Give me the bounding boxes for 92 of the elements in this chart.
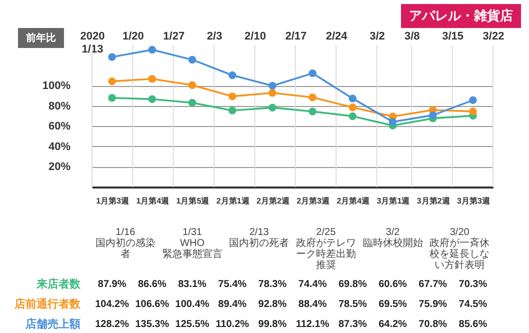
data-label: 87.9%	[98, 279, 126, 290]
x2-tick-label: 2020 1/13	[80, 30, 105, 56]
point	[148, 46, 156, 54]
data-label: 67.7%	[418, 279, 448, 290]
text: 店前通行者数	[14, 298, 82, 310]
x2-tick-label: 2/10	[244, 30, 266, 42]
y-tick-label: 100%	[42, 80, 71, 92]
data-label: 128.2%	[95, 319, 130, 330]
x-tick-label: 3月第2週	[416, 196, 451, 206]
data-label: 125.5%	[175, 319, 210, 330]
point	[148, 95, 156, 104]
text: 1/16 国内初の感染者	[95, 227, 156, 260]
x-tick-label: 2月第4週	[336, 196, 371, 206]
data-label: 86.6%	[138, 279, 166, 290]
chart-title: アパレル・雑貨店	[401, 4, 521, 28]
data-label: 74.5%	[458, 299, 488, 310]
data-label: 75.9%	[418, 299, 448, 310]
point	[308, 108, 316, 116]
x-tick-label: 2月第2週	[256, 196, 290, 206]
x2-tick-label: 1/27	[163, 30, 185, 42]
data-label: 88.4%	[298, 299, 327, 310]
text: 3/20 政府が一斉休校を延長しない方針表明	[428, 227, 490, 271]
x2-tick-label: 3/2	[370, 30, 385, 42]
point	[469, 108, 477, 116]
data-label: 75.4%	[218, 279, 247, 290]
x-tick-label: 2月第1週	[216, 196, 250, 206]
data-label: 92.8%	[258, 299, 287, 310]
point	[148, 75, 156, 83]
x-tick-label: 1月第5週	[176, 196, 210, 206]
point	[348, 94, 357, 102]
point	[228, 92, 236, 100]
data-label: 64.2%	[378, 319, 408, 330]
y-tick-label: 40%	[48, 140, 71, 153]
point	[308, 69, 316, 78]
x-tick-label: 3月第3週	[456, 196, 491, 206]
data-label: 106.6%	[135, 299, 170, 310]
point	[348, 112, 357, 120]
data-label: 87.3%	[338, 319, 367, 330]
data-label: 78.3%	[258, 279, 287, 290]
point	[228, 71, 236, 80]
x2-tick-label: 3/8	[404, 30, 420, 42]
data-label: 135.3%	[135, 319, 170, 330]
data-label: 110.2%	[216, 319, 250, 330]
data-label: 112.1%	[296, 319, 330, 330]
x-tick-label: 1月第4週	[136, 196, 170, 206]
text: 3/2 臨時休校開始	[362, 227, 423, 249]
data-label: 89.4%	[218, 299, 247, 310]
point	[268, 89, 276, 97]
data-label: 83.1%	[178, 279, 207, 290]
y-axis-title: 前年比	[18, 28, 64, 48]
text: 1/31 WHO 緊急事態宣言	[162, 227, 222, 260]
x2-tick-label: 2/17	[285, 30, 307, 42]
data-label: 70.8%	[418, 319, 448, 330]
data-label: 69.8%	[338, 279, 367, 290]
x2-tick-label: 1/20	[122, 30, 144, 42]
x-tick-label: 1月第3週	[96, 196, 130, 206]
data-label: 60.6%	[378, 279, 408, 290]
data-label: 69.5%	[378, 299, 408, 310]
point	[388, 118, 397, 126]
point	[188, 56, 196, 64]
point	[108, 94, 116, 102]
y-tick-label: 80%	[48, 100, 71, 112]
point	[188, 98, 196, 107]
data-label: 100.4%	[175, 299, 210, 310]
x2-tick-label: 3/15	[442, 30, 464, 42]
point	[108, 77, 116, 86]
data-label: 78.5%	[338, 299, 367, 310]
y-tick-label: 20%	[48, 161, 71, 174]
y-tick-label: 60%	[48, 120, 71, 133]
text: 2/25 政府がテレワーク時差出勤推奨	[296, 227, 356, 271]
text: 店舗売上額	[24, 318, 80, 330]
point	[228, 106, 236, 114]
point	[428, 111, 437, 120]
data-label: 104.2%	[95, 299, 130, 310]
x2-tick-label: 3/22	[482, 30, 504, 42]
point	[268, 82, 276, 90]
point	[469, 96, 477, 104]
point	[188, 81, 196, 90]
x-tick-label: 2月第3週	[296, 196, 330, 206]
data-label: 74.4%	[298, 279, 327, 290]
point	[108, 53, 116, 61]
point	[348, 104, 357, 112]
data-label: 85.6%	[458, 319, 488, 330]
x2-tick-label: 2/3	[206, 30, 222, 42]
point	[268, 104, 276, 112]
x2-tick-label: 2/24	[326, 30, 348, 42]
text: 2/13 国内初の死者	[229, 227, 290, 249]
data-label: 99.8%	[258, 319, 287, 330]
point	[308, 93, 316, 102]
x-tick-label: 3月第1週	[376, 196, 411, 206]
data-label: 70.3%	[458, 279, 488, 290]
text: 来店者数	[36, 278, 82, 290]
